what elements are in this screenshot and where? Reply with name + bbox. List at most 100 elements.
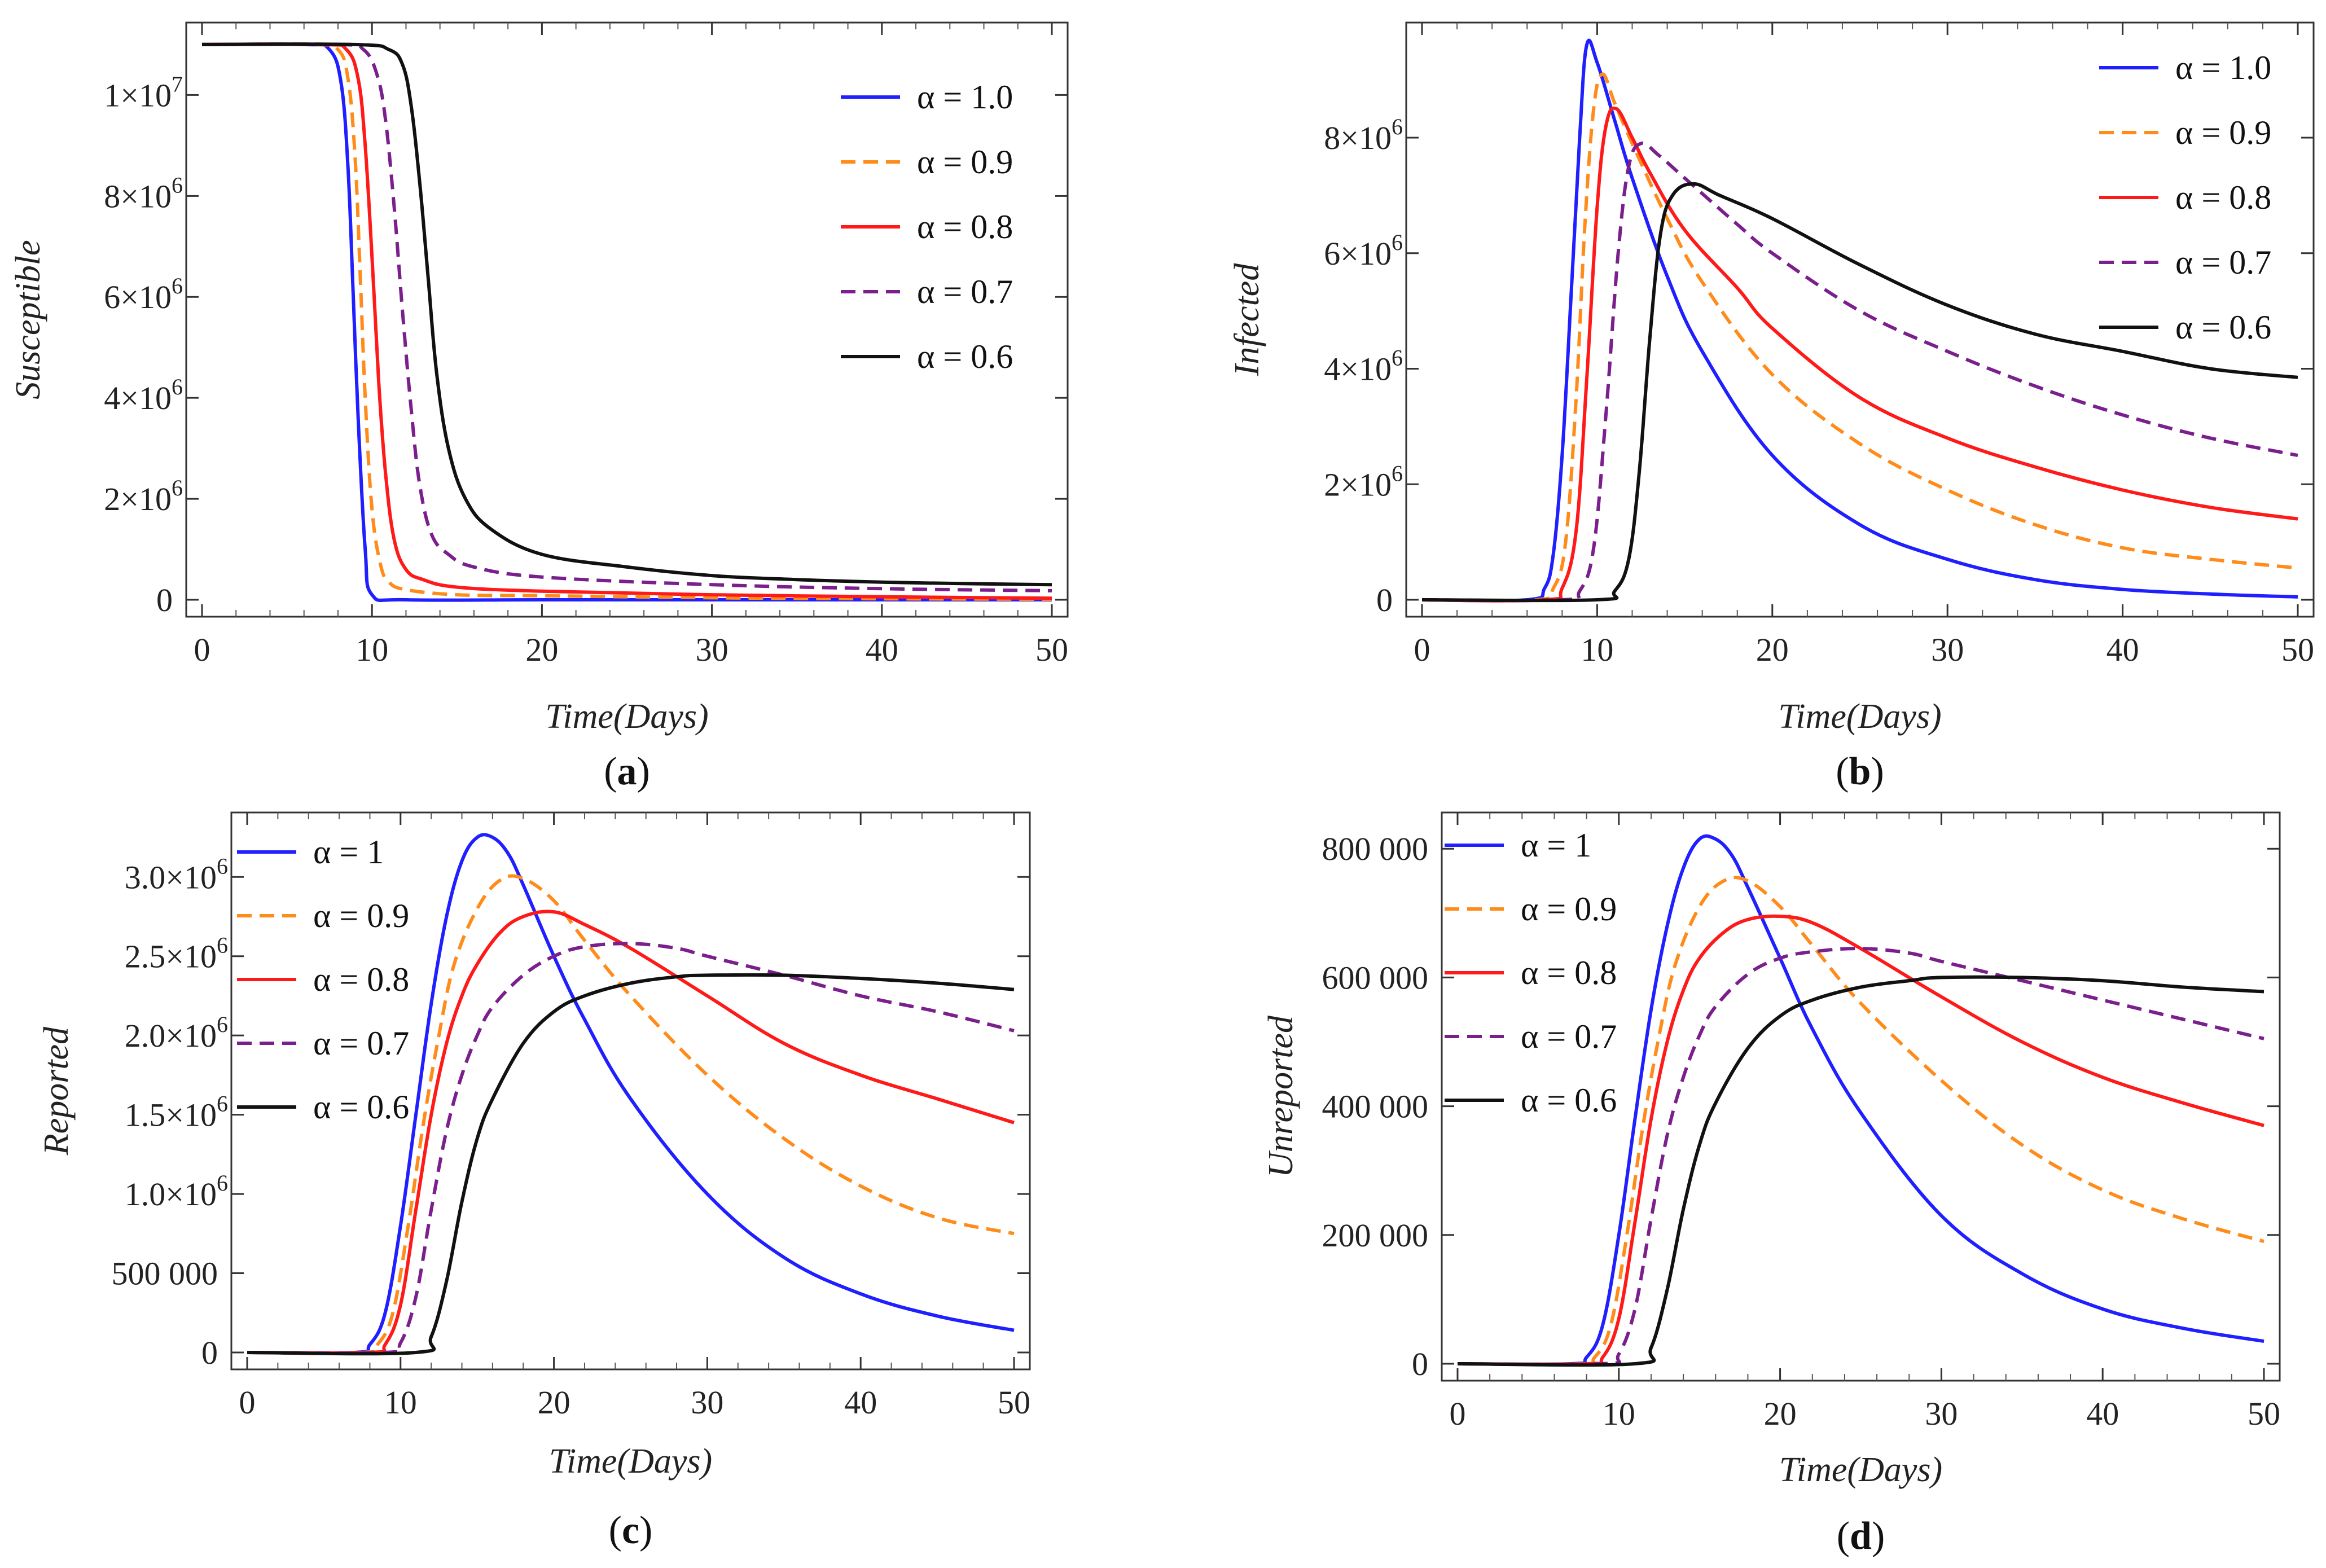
legend-label-4: α = 0.6 bbox=[1521, 1082, 1617, 1119]
legend-label-3: α = 0.7 bbox=[1521, 1018, 1617, 1055]
y-tick-label: 8×106 bbox=[104, 172, 183, 214]
series-line-a-1 bbox=[201, 42, 1052, 601]
y-tick-label: 6×106 bbox=[1324, 230, 1403, 272]
legend-label-3: α = 0.7 bbox=[313, 1025, 409, 1062]
plot-frame bbox=[1405, 21, 2315, 618]
series-line-b-3 bbox=[1421, 141, 2298, 603]
series-line-a-2 bbox=[201, 42, 1052, 600]
legend-label-0: α = 1 bbox=[313, 833, 384, 871]
legend-label-1: α = 0.9 bbox=[917, 143, 1013, 181]
x-axis-label: Time(Days) bbox=[1779, 1451, 1942, 1489]
y-axis-label: Susceptible bbox=[9, 240, 47, 399]
legend-label-4: α = 0.6 bbox=[313, 1088, 409, 1126]
x-tick-label: 30 bbox=[691, 1384, 723, 1421]
series-line-c-1 bbox=[247, 874, 1015, 1355]
x-tick-label: 40 bbox=[2086, 1395, 2119, 1432]
x-tick-label: 0 bbox=[1450, 1395, 1466, 1432]
x-tick-label: 40 bbox=[866, 631, 898, 668]
y-tick-label: 3.0×106 bbox=[125, 853, 228, 895]
series-line-a-4 bbox=[201, 42, 1052, 587]
x-axis-label: Time(Days) bbox=[1778, 697, 1941, 736]
x-axis-label: Time(Days) bbox=[545, 697, 708, 736]
series-line-c-0 bbox=[247, 833, 1015, 1355]
panel-label: (c) bbox=[609, 1509, 653, 1552]
y-tick-label: 500 000 bbox=[112, 1255, 218, 1292]
x-tick-label: 10 bbox=[1603, 1395, 1635, 1432]
y-tick-label: 2×106 bbox=[104, 475, 183, 517]
series-line-d-4 bbox=[1457, 975, 2264, 1367]
legend-label-0: α = 1 bbox=[1521, 827, 1591, 864]
chart-panel-b: 0 10 20 30 40 50 0 2×106 4×106 6×106 8×106 Time(Day… bbox=[1228, 21, 2315, 793]
legend-label-4: α = 0.6 bbox=[2175, 309, 2271, 346]
y-tick-label: 200 000 bbox=[1322, 1217, 1429, 1254]
x-tick-label: 10 bbox=[1581, 631, 1613, 668]
chart-panel-a: 0 10 20 30 40 50 0 2×106 4×106 6×106 8×106 1×107 Tim… bbox=[9, 21, 1069, 793]
y-axis-label: Unreported bbox=[1262, 1015, 1300, 1178]
y-tick-label: 2×106 bbox=[1324, 460, 1403, 503]
legend-label-1: α = 0.9 bbox=[2175, 114, 2271, 151]
legend-label-2: α = 0.8 bbox=[313, 961, 409, 998]
x-tick-label: 20 bbox=[525, 631, 558, 668]
legend-label-4: α = 0.6 bbox=[917, 338, 1013, 375]
series-line-c-3 bbox=[247, 942, 1015, 1355]
x-tick-label: 0 bbox=[239, 1384, 256, 1421]
series-line-c-2 bbox=[247, 910, 1015, 1355]
series-line-d-3 bbox=[1457, 947, 2264, 1367]
chart-panel-c: 0 10 20 30 40 50 0 500 000 1.0×106 1.5×106 2.0×106… bbox=[37, 811, 1031, 1552]
y-tick-label: 1×107 bbox=[104, 71, 183, 113]
legend-label-1: α = 0.9 bbox=[1521, 890, 1617, 928]
x-tick-label: 20 bbox=[538, 1384, 570, 1421]
y-tick-label: 2.5×106 bbox=[125, 933, 228, 975]
y-tick-label: 0 bbox=[201, 1334, 218, 1371]
y-tick-label: 1.0×106 bbox=[125, 1170, 228, 1213]
y-tick-label: 0 bbox=[1412, 1346, 1428, 1382]
plot-frame bbox=[230, 811, 1031, 1371]
series-line-a-3 bbox=[201, 42, 1052, 592]
x-tick-label: 30 bbox=[1931, 631, 1964, 668]
panel-label: (a) bbox=[604, 750, 650, 793]
x-tick-label: 20 bbox=[1764, 1395, 1797, 1432]
legend-label-2: α = 0.8 bbox=[917, 208, 1013, 245]
y-axis-label: Reported bbox=[37, 1026, 76, 1156]
y-tick-label: 0 bbox=[1376, 582, 1393, 618]
x-tick-label: 50 bbox=[2281, 631, 2314, 668]
legend-label-0: α = 1.0 bbox=[2175, 49, 2271, 86]
legend-label-3: α = 0.7 bbox=[2175, 244, 2271, 281]
x-tick-label: 10 bbox=[356, 631, 388, 668]
x-tick-label: 0 bbox=[194, 631, 210, 668]
x-tick-label: 0 bbox=[1414, 631, 1430, 668]
y-tick-label: 2.0×106 bbox=[125, 1012, 228, 1054]
y-tick-label: 0 bbox=[156, 582, 173, 618]
legend-label-3: α = 0.7 bbox=[917, 273, 1013, 310]
y-tick-label: 8×106 bbox=[1324, 114, 1403, 156]
y-tick-label: 1.5×106 bbox=[125, 1091, 228, 1134]
x-tick-label: 50 bbox=[1035, 631, 1068, 668]
x-tick-label: 40 bbox=[844, 1384, 877, 1421]
plot-frame bbox=[185, 21, 1069, 618]
series-line-c-4 bbox=[247, 973, 1015, 1356]
y-tick-label: 4×106 bbox=[1324, 345, 1403, 388]
legend-label-2: α = 0.8 bbox=[2175, 179, 2271, 216]
series-line-b-2 bbox=[1421, 106, 2298, 603]
series-line-d-2 bbox=[1457, 914, 2264, 1366]
x-tick-label: 40 bbox=[2106, 631, 2139, 668]
series-line-d-1 bbox=[1457, 876, 2264, 1366]
legend-label-1: α = 0.9 bbox=[313, 897, 409, 934]
y-tick-label: 4×106 bbox=[104, 374, 183, 416]
x-tick-label: 30 bbox=[696, 631, 728, 668]
series-line-d-0 bbox=[1457, 834, 2264, 1366]
panel-label: (d) bbox=[1837, 1514, 1885, 1558]
y-tick-label: 6×106 bbox=[104, 273, 183, 315]
series-line-b-1 bbox=[1421, 72, 2298, 603]
x-tick-label: 50 bbox=[2248, 1395, 2280, 1432]
y-axis-label: Infected bbox=[1228, 263, 1266, 377]
legend-label-0: α = 1.0 bbox=[917, 78, 1013, 116]
panel-label: (b) bbox=[1836, 750, 1884, 793]
y-tick-label: 800 000 bbox=[1322, 831, 1429, 867]
x-axis-label: Time(Days) bbox=[549, 1442, 712, 1481]
series-line-b-4 bbox=[1421, 182, 2298, 603]
x-tick-label: 10 bbox=[384, 1384, 417, 1421]
plot-frame bbox=[1441, 811, 2281, 1382]
legend-label-2: α = 0.8 bbox=[1521, 954, 1617, 991]
